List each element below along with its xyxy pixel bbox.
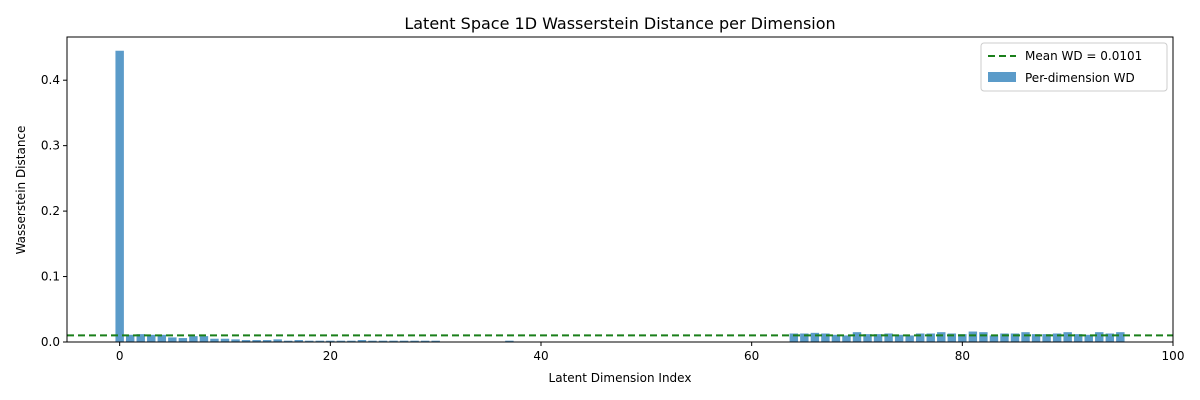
bar-dim-24	[368, 340, 377, 342]
bar-dim-77	[926, 333, 935, 342]
bar-dim-83	[989, 335, 999, 342]
bar-dim-26	[389, 340, 398, 342]
bars-group	[115, 50, 1125, 343]
bar-dim-73	[884, 333, 893, 342]
chart-title: Latent Space 1D Wasserstein Distance per…	[404, 14, 835, 33]
y-tick-label: 0.0	[41, 335, 60, 349]
bar-dim-91	[1073, 334, 1083, 342]
x-tick-label: 0	[116, 349, 124, 363]
bar-dim-5	[168, 337, 177, 342]
bar-dim-16	[283, 340, 293, 342]
y-tick-label: 0.3	[41, 139, 60, 153]
x-tick-label: 80	[955, 349, 970, 363]
legend-bar-swatch	[988, 72, 1016, 82]
y-tick-label: 0.2	[41, 204, 60, 218]
bar-dim-3	[147, 334, 156, 342]
bar-dim-89	[1052, 333, 1062, 342]
y-axis-title: Wasserstein Distance	[14, 126, 28, 255]
bar-dim-70	[852, 332, 862, 342]
bar-dim-75	[905, 335, 914, 342]
bar-dim-84	[1000, 333, 1009, 342]
bar-dim-79	[947, 333, 957, 342]
x-tick-label: 40	[533, 349, 548, 363]
bar-dim-94	[1105, 333, 1115, 342]
y-tick-label: 0.4	[41, 73, 60, 87]
bar-dim-14	[262, 340, 272, 342]
bar-dim-8	[199, 336, 209, 342]
bar-dim-11	[231, 339, 240, 342]
bar-dim-18	[305, 340, 314, 342]
bar-dim-13	[252, 340, 261, 342]
bar-dim-78	[937, 332, 946, 342]
legend-bar-label: Per-dimension WD	[1025, 71, 1135, 85]
bar-dim-30	[431, 340, 440, 342]
bar-dim-6	[178, 338, 188, 342]
bar-dim-15	[273, 339, 282, 342]
bar-dim-90	[1063, 332, 1072, 342]
bar-dim-10	[220, 338, 230, 342]
bar-dim-69	[842, 335, 851, 342]
bar-dim-27	[399, 340, 409, 342]
bar-dim-80	[958, 334, 967, 342]
bar-dim-64	[789, 333, 799, 342]
legend: Mean WD = 0.0101 Per-dimension WD	[980, 42, 1168, 92]
x-tick-label: 100	[1162, 349, 1185, 363]
bar-dim-87	[1031, 334, 1041, 342]
x-axis-title: Latent Dimension Index	[549, 371, 692, 385]
bar-dim-23	[357, 340, 367, 342]
legend-box	[980, 42, 1168, 92]
bar-dim-19	[315, 340, 325, 342]
bar-dim-88	[1042, 334, 1051, 342]
bar-dim-9	[210, 338, 219, 342]
y-axis-ticks: 0.0 0.1 0.2 0.3 0.4	[41, 73, 67, 349]
bar-dim-65	[800, 333, 809, 342]
bar-dim-85	[1010, 333, 1020, 342]
bar-dim-81	[968, 331, 978, 342]
bar-dim-25	[378, 340, 388, 342]
bar-dim-1	[125, 334, 135, 342]
bar-dim-76	[915, 333, 925, 342]
x-axis-ticks: 0 20 40 60 80 100	[116, 342, 1185, 363]
bar-dim-37	[505, 340, 514, 342]
y-tick-label: 0.1	[41, 270, 60, 284]
bar-dim-68	[831, 334, 841, 342]
legend-mean-label: Mean WD = 0.0101	[1025, 49, 1142, 63]
bar-dim-71	[863, 334, 872, 342]
bar-dim-95	[1116, 332, 1125, 342]
bar-dim-0	[115, 50, 124, 343]
bar-dim-12	[241, 340, 251, 342]
bar-dim-86	[1021, 332, 1030, 342]
bar-dim-22	[347, 340, 356, 342]
x-tick-label: 60	[744, 349, 759, 363]
x-tick-label: 20	[323, 349, 338, 363]
bar-dim-67	[821, 333, 830, 342]
bar-dim-74	[894, 334, 904, 342]
bar-dim-92	[1084, 334, 1093, 342]
bar-dim-21	[336, 340, 346, 342]
bar-dim-20	[326, 340, 335, 342]
bar-dim-82	[979, 332, 988, 342]
bar-dim-29	[420, 340, 430, 342]
bar-dim-2	[136, 334, 145, 342]
bar-dim-17	[294, 340, 303, 342]
bar-dim-4	[157, 334, 167, 342]
bar-dim-28	[410, 340, 419, 342]
plot-frame	[66, 36, 1174, 343]
bar-dim-93	[1095, 332, 1104, 342]
bar-dim-66	[810, 332, 820, 342]
bar-dim-7	[189, 336, 198, 342]
bar-dim-72	[873, 334, 883, 342]
